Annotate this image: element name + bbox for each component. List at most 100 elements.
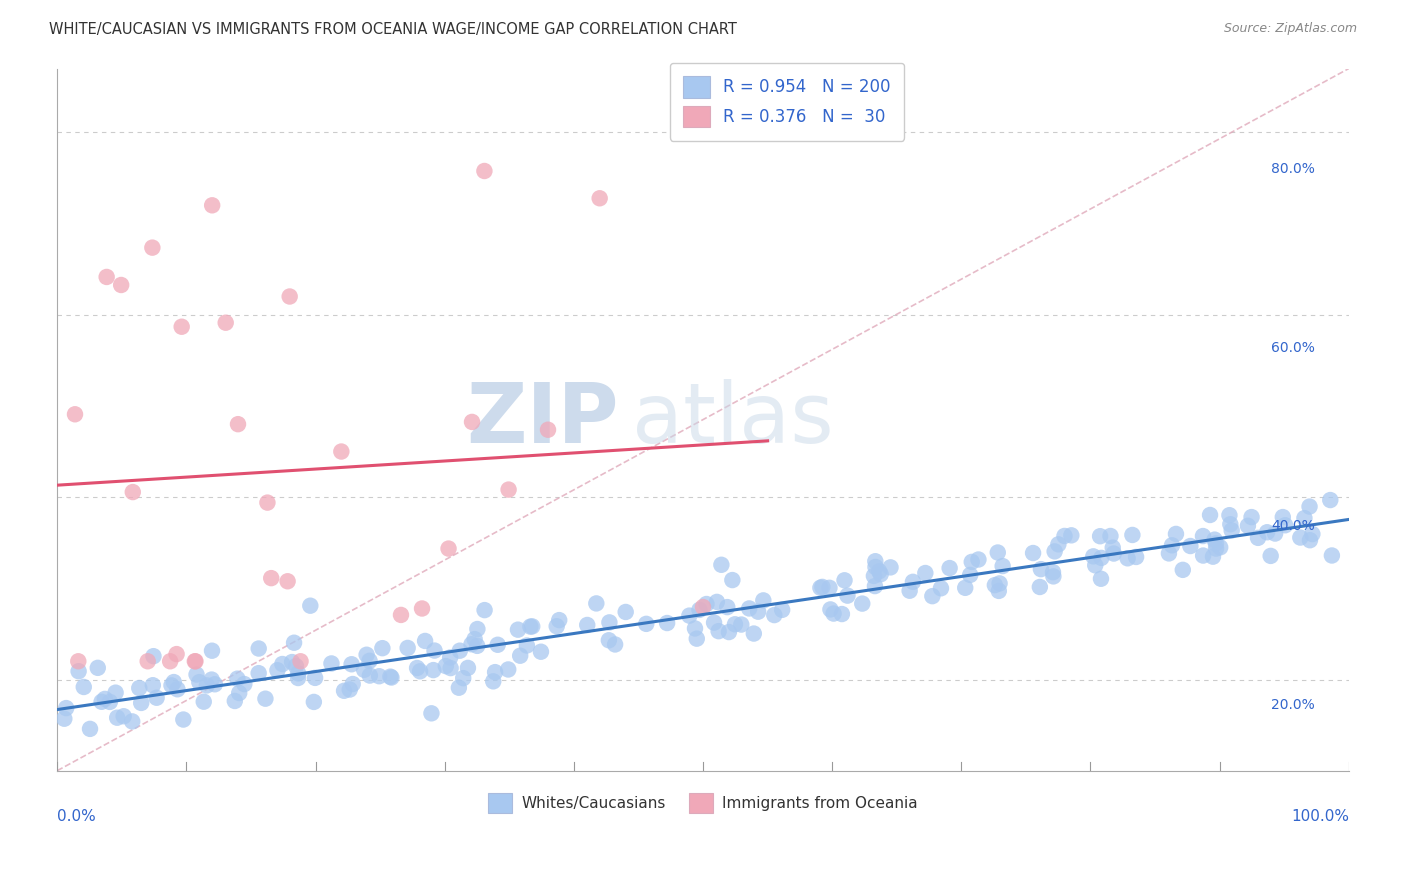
Point	[717, 625, 740, 640]
Point	[172, 713, 194, 727]
Point	[811, 580, 834, 594]
Point	[1125, 549, 1147, 564]
Point	[226, 417, 249, 432]
Point	[1274, 518, 1296, 533]
Point	[1204, 533, 1226, 547]
Point	[110, 277, 132, 292]
Point	[163, 675, 186, 690]
Point	[1121, 528, 1143, 542]
Point	[851, 597, 873, 611]
Point	[465, 639, 488, 653]
Point	[302, 695, 325, 709]
Text: 0.0%: 0.0%	[58, 809, 96, 824]
Point	[136, 654, 159, 668]
Point	[129, 696, 152, 710]
Point	[1260, 549, 1282, 563]
Point	[987, 583, 1010, 598]
Point	[63, 407, 86, 421]
Point	[359, 654, 381, 668]
Point	[340, 657, 363, 672]
Point	[266, 663, 288, 677]
Point	[159, 654, 181, 668]
Point	[820, 602, 842, 616]
Point	[703, 615, 725, 630]
Point	[1264, 526, 1286, 541]
Point	[166, 647, 188, 661]
Point	[186, 667, 208, 681]
Point	[260, 571, 283, 585]
Point	[1060, 528, 1083, 542]
Point	[304, 671, 326, 685]
Point	[121, 485, 143, 500]
Point	[716, 600, 738, 615]
Point	[256, 495, 278, 509]
Point	[411, 601, 433, 615]
Point	[984, 578, 1007, 592]
Point	[879, 560, 901, 574]
Point	[655, 615, 678, 630]
Point	[901, 574, 924, 589]
Point	[440, 661, 463, 675]
Point	[869, 567, 891, 582]
Point	[1161, 538, 1184, 552]
Point	[486, 638, 509, 652]
Point	[1157, 546, 1180, 560]
Text: 60.0%: 60.0%	[1271, 341, 1315, 355]
Point	[710, 558, 733, 572]
Point	[413, 634, 436, 648]
Point	[1090, 572, 1112, 586]
Point	[834, 574, 856, 588]
Point	[1205, 541, 1227, 556]
Point	[865, 554, 887, 568]
Point	[233, 677, 256, 691]
Point	[104, 686, 127, 700]
Point	[356, 648, 378, 662]
Text: 20.0%: 20.0%	[1271, 698, 1315, 712]
Point	[67, 664, 90, 678]
Point	[474, 603, 496, 617]
Point	[90, 695, 112, 709]
Point	[1240, 510, 1263, 524]
Point	[1202, 549, 1225, 564]
Point	[537, 423, 560, 437]
Point	[929, 582, 952, 596]
Point	[546, 619, 568, 633]
Point	[1029, 580, 1052, 594]
Point	[1171, 563, 1194, 577]
Point	[437, 541, 460, 556]
Point	[73, 680, 96, 694]
Point	[914, 566, 936, 580]
Point	[868, 564, 890, 578]
Point	[1101, 541, 1123, 555]
Point	[1289, 531, 1312, 545]
Point	[461, 415, 484, 429]
Point	[967, 552, 990, 566]
Point	[1116, 551, 1139, 566]
Point	[863, 569, 886, 583]
Point	[585, 596, 607, 610]
Point	[434, 659, 457, 673]
Point	[142, 649, 165, 664]
Point	[287, 671, 309, 685]
Point	[1192, 549, 1215, 563]
Point	[439, 650, 461, 665]
Point	[576, 618, 599, 632]
Point	[636, 616, 658, 631]
Point	[330, 444, 353, 458]
Point	[94, 692, 117, 706]
Point	[422, 663, 444, 677]
Point	[770, 603, 793, 617]
Point	[721, 573, 744, 587]
Point	[359, 668, 381, 682]
Point	[498, 483, 520, 497]
Point	[516, 639, 538, 653]
Point	[96, 269, 118, 284]
Point	[482, 674, 505, 689]
Point	[451, 671, 474, 685]
Point	[865, 560, 887, 574]
Point	[752, 593, 775, 607]
Point	[1053, 529, 1076, 543]
Point	[959, 568, 981, 582]
Point	[808, 581, 831, 595]
Point	[105, 711, 128, 725]
